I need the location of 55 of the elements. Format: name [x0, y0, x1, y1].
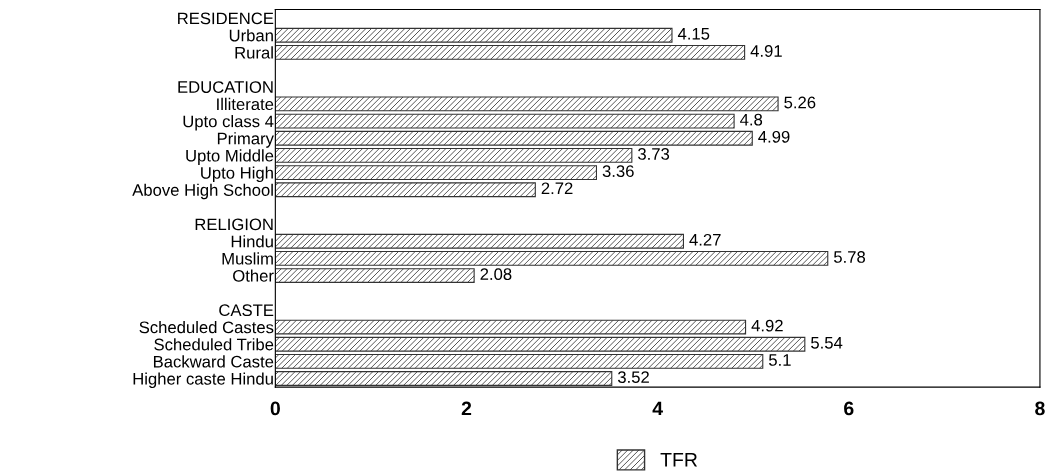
bar [275, 268, 475, 283]
bar [275, 182, 536, 198]
x-tick-label: 0 [270, 401, 280, 416]
bar [275, 165, 598, 180]
bar [275, 371, 613, 386]
x-tick-label: 4 [652, 401, 663, 416]
y-tick-label: Upto Middle [186, 149, 274, 165]
bar [275, 27, 673, 43]
y-tick-label: Urban [229, 29, 273, 42]
x-tick-label: 8 [1035, 401, 1045, 416]
y-tick-label: Hindu [231, 235, 273, 248]
data-label: 4.27 [689, 233, 721, 246]
y-tick-label: CASTE [219, 304, 274, 317]
legend-label: TFR [660, 453, 698, 467]
y-tick-label: Illiterate [217, 97, 274, 111]
data-label: 4.92 [751, 319, 783, 332]
y-tick-label: RESIDENCE [178, 12, 274, 25]
y-tick-label: Other [233, 269, 274, 282]
data-label: 3.52 [617, 371, 649, 384]
data-label: 4.8 [740, 113, 763, 126]
bar [275, 336, 806, 352]
y-tick-label: Rural [235, 46, 273, 59]
bar [275, 319, 747, 335]
y-tick-label: RELIGION [195, 218, 273, 231]
data-label: 4.91 [750, 45, 782, 57]
data-label: 4.15 [677, 28, 710, 40]
bar [275, 130, 753, 146]
y-tick-label: Muslim [222, 252, 273, 265]
bar [275, 147, 633, 163]
data-label: 3.73 [638, 148, 670, 160]
y-tick-label: Above High School [132, 183, 273, 200]
bar [275, 96, 779, 112]
bar [275, 250, 829, 266]
data-label: 4.99 [758, 130, 790, 143]
data-label: 2.72 [541, 182, 573, 195]
data-label: 5.26 [784, 96, 816, 109]
y-tick-label: Scheduled Castes [139, 321, 274, 334]
y-tick-label: Scheduled Tribe [154, 338, 274, 351]
data-label: 5.78 [833, 251, 866, 263]
y-tick-label: Higher caste Hindu [133, 372, 273, 389]
y-tick-label: Primary [217, 132, 274, 148]
x-tick-label: 2 [461, 401, 472, 416]
bar [275, 353, 764, 369]
data-label: 3.36 [602, 165, 634, 178]
bar [275, 233, 684, 249]
y-tick-label: Upto class 4 [183, 115, 274, 131]
data-label: 5.1 [768, 354, 791, 366]
data-label: 2.08 [480, 268, 512, 281]
y-tick-label: Backward Caste [153, 355, 274, 368]
y-tick-label: Upto High [201, 166, 273, 183]
data-label: 5.54 [811, 337, 843, 349]
x-tick-label: 6 [844, 401, 854, 416]
bar [275, 44, 746, 60]
bar [275, 113, 735, 129]
y-tick-label: EDUCATION [178, 81, 273, 93]
